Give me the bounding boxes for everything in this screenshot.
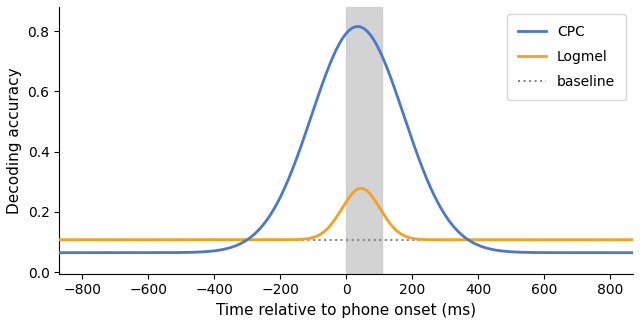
- Logmel: [556, 238, 564, 242]
- Line: Logmel: Logmel: [60, 188, 633, 240]
- CPC: [354, 25, 362, 29]
- Logmel: [357, 187, 365, 190]
- Line: CPC: CPC: [60, 27, 633, 253]
- Logmel: [275, 238, 283, 242]
- Legend: CPC, Logmel, baseline: CPC, Logmel, baseline: [507, 14, 626, 100]
- Logmel: [618, 238, 626, 242]
- CPC: [275, 197, 283, 201]
- Logmel: [121, 238, 129, 242]
- CPC: [629, 251, 637, 254]
- Logmel: [629, 238, 637, 242]
- baseline: [342, 238, 350, 242]
- CPC: [56, 251, 63, 254]
- CPC: [121, 251, 129, 254]
- X-axis label: Time relative to phone onset (ms): Time relative to phone onset (ms): [216, 303, 476, 318]
- baseline: [342, 238, 350, 242]
- Y-axis label: Decoding accuracy: Decoding accuracy: [7, 67, 22, 214]
- Logmel: [56, 238, 63, 242]
- Logmel: [300, 237, 308, 241]
- Bar: [346, 7, 383, 274]
- Logmel: [155, 238, 163, 242]
- CPC: [155, 251, 163, 254]
- CPC: [618, 251, 626, 254]
- CPC: [300, 135, 308, 139]
- CPC: [556, 251, 564, 254]
